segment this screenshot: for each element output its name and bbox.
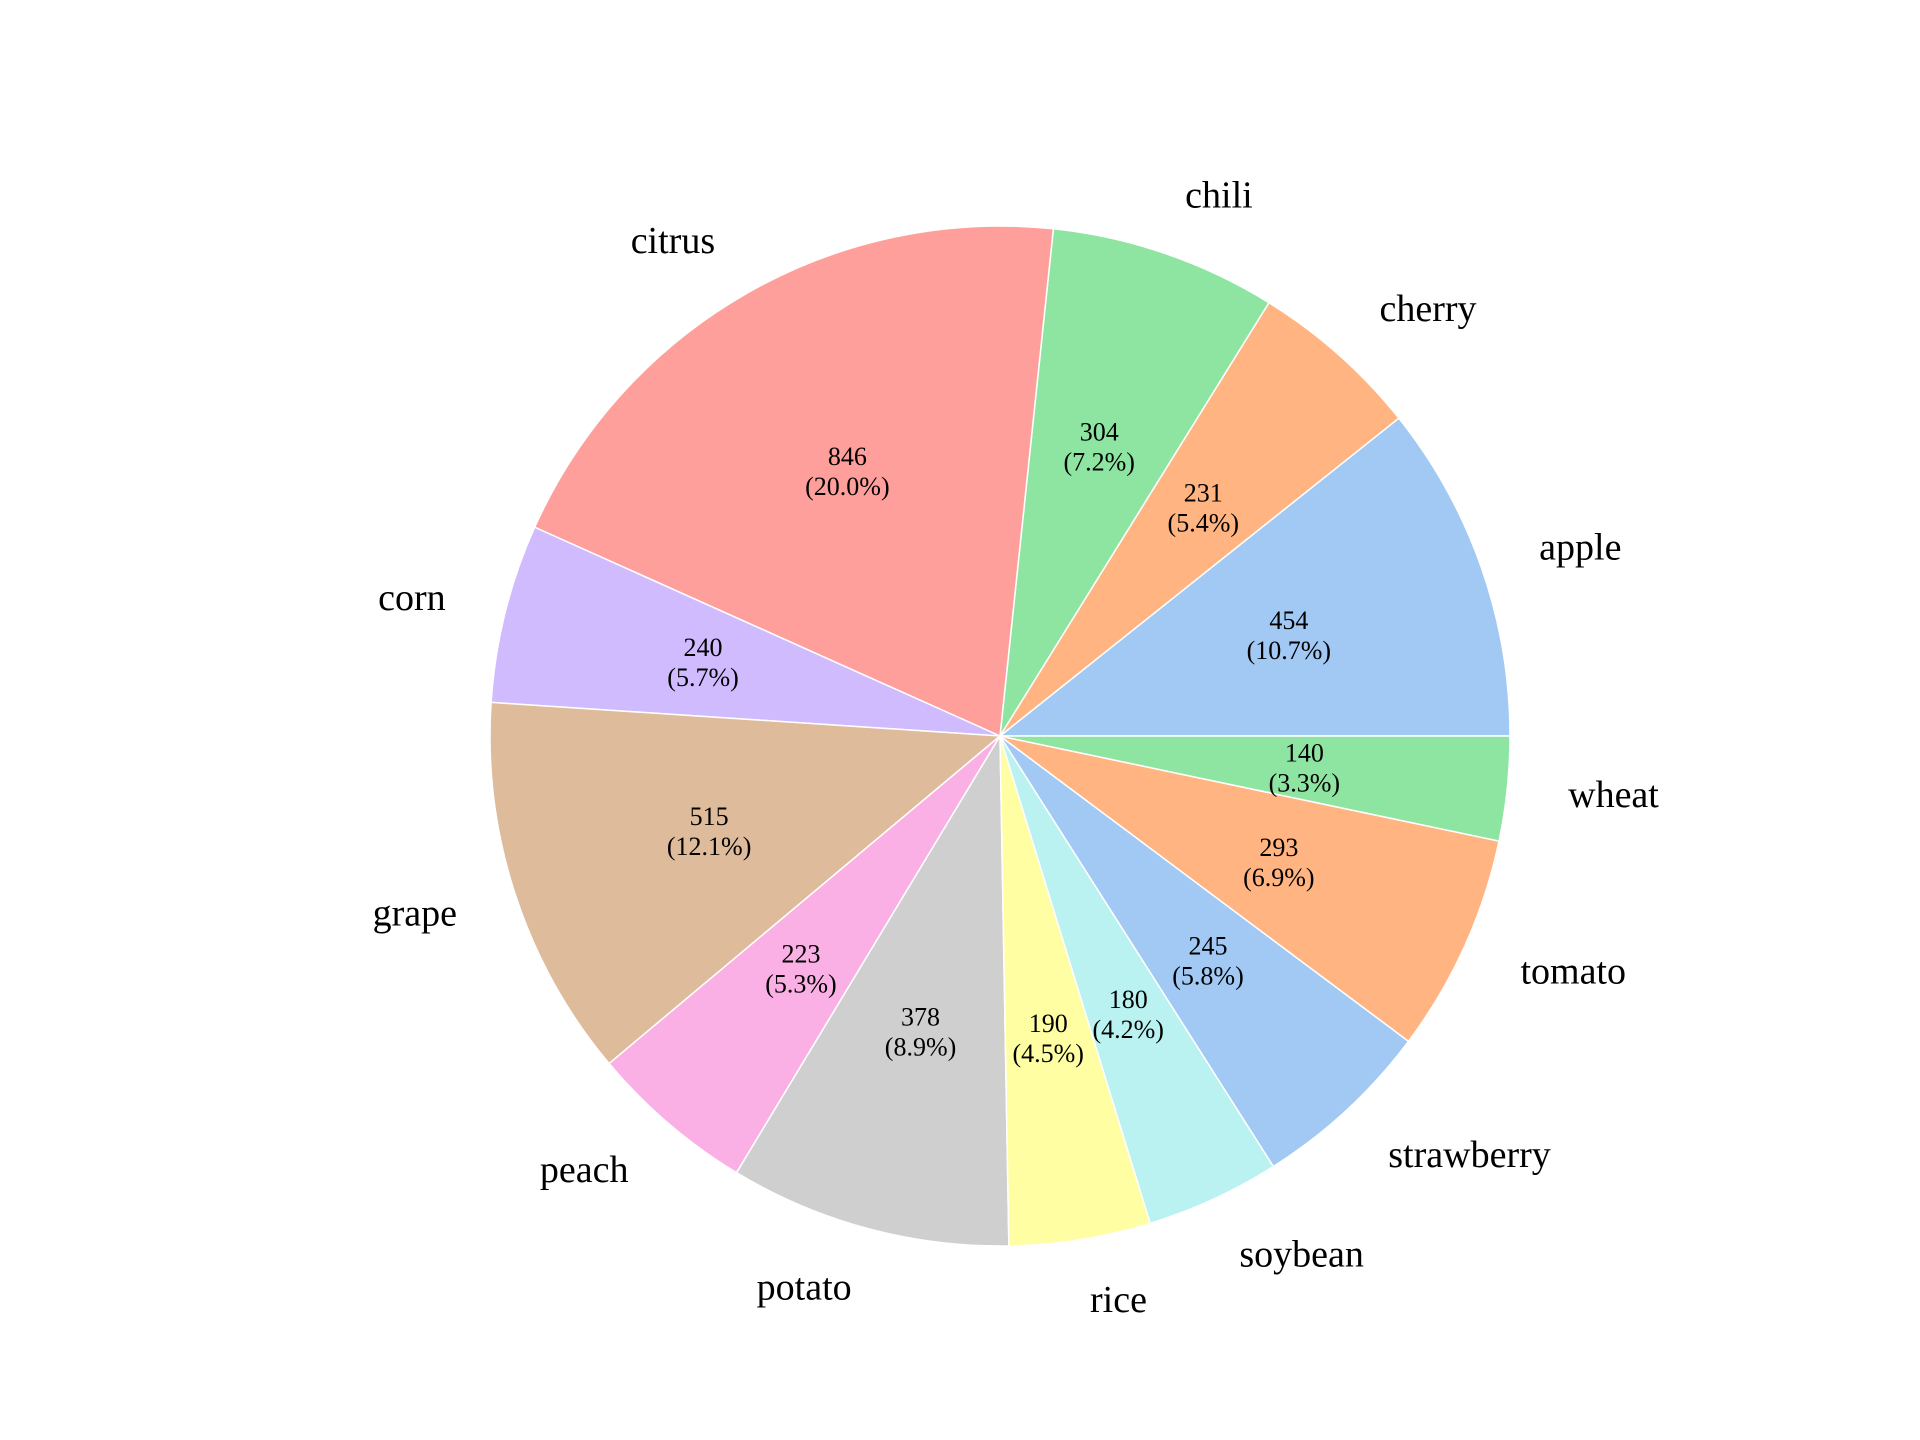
pie-slice-wheat bbox=[999, 735, 1511, 842]
category-label-strawberry: strawberry bbox=[1388, 1134, 1550, 1176]
value-percent-wheat: (3.3%) bbox=[1269, 769, 1340, 798]
pie-slice-apple bbox=[997, 417, 1511, 737]
value-label-grape: 515 (12.1%) bbox=[667, 802, 751, 861]
value-label-wheat: 140 (3.3%) bbox=[1269, 739, 1340, 798]
value-percent-citrus: (20.0%) bbox=[805, 472, 889, 501]
value-number-cherry: 231 bbox=[1184, 478, 1223, 507]
value-labels: 454 (10.7%) 231 (5.4%) 304 (7.2%) 846 (20.0%) 24… bbox=[667, 418, 1340, 1069]
value-label-soybean: 180 (4.2%) bbox=[1092, 985, 1163, 1044]
value-percent-apple: (10.7%) bbox=[1247, 636, 1331, 665]
pie-slice-citrus bbox=[533, 225, 1055, 738]
value-number-grape: 515 bbox=[690, 802, 729, 831]
category-label-soybean: soybean bbox=[1239, 1234, 1364, 1276]
pie-slice-strawberry bbox=[999, 735, 1410, 1168]
category-label-wheat: wheat bbox=[1568, 774, 1659, 816]
value-number-wheat: 140 bbox=[1285, 739, 1324, 768]
value-percent-rice: (4.5%) bbox=[1012, 1039, 1083, 1068]
value-number-soybean: 180 bbox=[1109, 985, 1148, 1014]
value-percent-grape: (12.1%) bbox=[667, 832, 751, 861]
pie-slice-grape bbox=[489, 701, 1002, 1065]
category-label-tomato: tomato bbox=[1520, 950, 1626, 992]
value-number-apple: 454 bbox=[1269, 606, 1308, 635]
value-number-tomato: 293 bbox=[1259, 833, 1298, 862]
value-label-chili: 304 (7.2%) bbox=[1063, 418, 1134, 477]
value-number-citrus: 846 bbox=[828, 442, 867, 471]
value-label-strawberry: 245 (5.8%) bbox=[1172, 931, 1243, 990]
value-number-chili: 304 bbox=[1080, 418, 1119, 447]
value-label-rice: 190 (4.5%) bbox=[1012, 1009, 1083, 1068]
value-percent-corn: (5.7%) bbox=[667, 663, 738, 692]
value-number-corn: 240 bbox=[684, 633, 723, 662]
category-label-corn: corn bbox=[378, 577, 446, 619]
value-number-peach: 223 bbox=[781, 939, 820, 968]
value-label-potato: 378 (8.9%) bbox=[885, 1002, 956, 1061]
value-percent-cherry: (5.4%) bbox=[1168, 508, 1239, 537]
category-label-citrus: citrus bbox=[631, 220, 715, 262]
value-label-corn: 240 (5.7%) bbox=[667, 633, 738, 692]
category-label-apple: apple bbox=[1539, 526, 1621, 568]
pie-slices bbox=[489, 225, 1511, 1247]
pie-slice-corn bbox=[490, 526, 1001, 737]
value-percent-chili: (7.2%) bbox=[1063, 448, 1134, 477]
pie-slice-chili bbox=[999, 227, 1270, 737]
category-label-grape: grape bbox=[373, 892, 457, 934]
value-percent-strawberry: (5.8%) bbox=[1172, 961, 1243, 990]
value-label-tomato: 293 (6.9%) bbox=[1243, 833, 1314, 892]
value-label-cherry: 231 (5.4%) bbox=[1168, 478, 1239, 537]
value-percent-soybean: (4.2%) bbox=[1092, 1015, 1163, 1044]
value-label-apple: 454 (10.7%) bbox=[1247, 606, 1331, 665]
value-label-citrus: 846 (20.0%) bbox=[805, 442, 889, 501]
pie-slice-peach bbox=[608, 735, 1001, 1174]
value-number-rice: 190 bbox=[1029, 1009, 1068, 1038]
value-number-potato: 378 bbox=[901, 1002, 940, 1031]
pie-slice-tomato bbox=[999, 735, 1500, 1043]
category-label-rice: rice bbox=[1090, 1279, 1147, 1321]
category-label-peach: peach bbox=[540, 1149, 629, 1191]
category-labels: apple cherry chili citrus corn grape peach pota… bbox=[373, 175, 1660, 1321]
category-label-potato: potato bbox=[757, 1267, 852, 1309]
value-percent-tomato: (6.9%) bbox=[1243, 863, 1314, 892]
pie-slice-cherry bbox=[999, 301, 1400, 737]
value-number-strawberry: 245 bbox=[1189, 931, 1228, 960]
pie-slice-potato bbox=[735, 733, 1010, 1247]
category-label-chili: chili bbox=[1185, 175, 1253, 217]
value-percent-peach: (5.3%) bbox=[765, 969, 836, 998]
value-percent-potato: (8.9%) bbox=[885, 1032, 956, 1061]
category-label-cherry: cherry bbox=[1379, 288, 1476, 330]
value-label-peach: 223 (5.3%) bbox=[765, 939, 836, 998]
